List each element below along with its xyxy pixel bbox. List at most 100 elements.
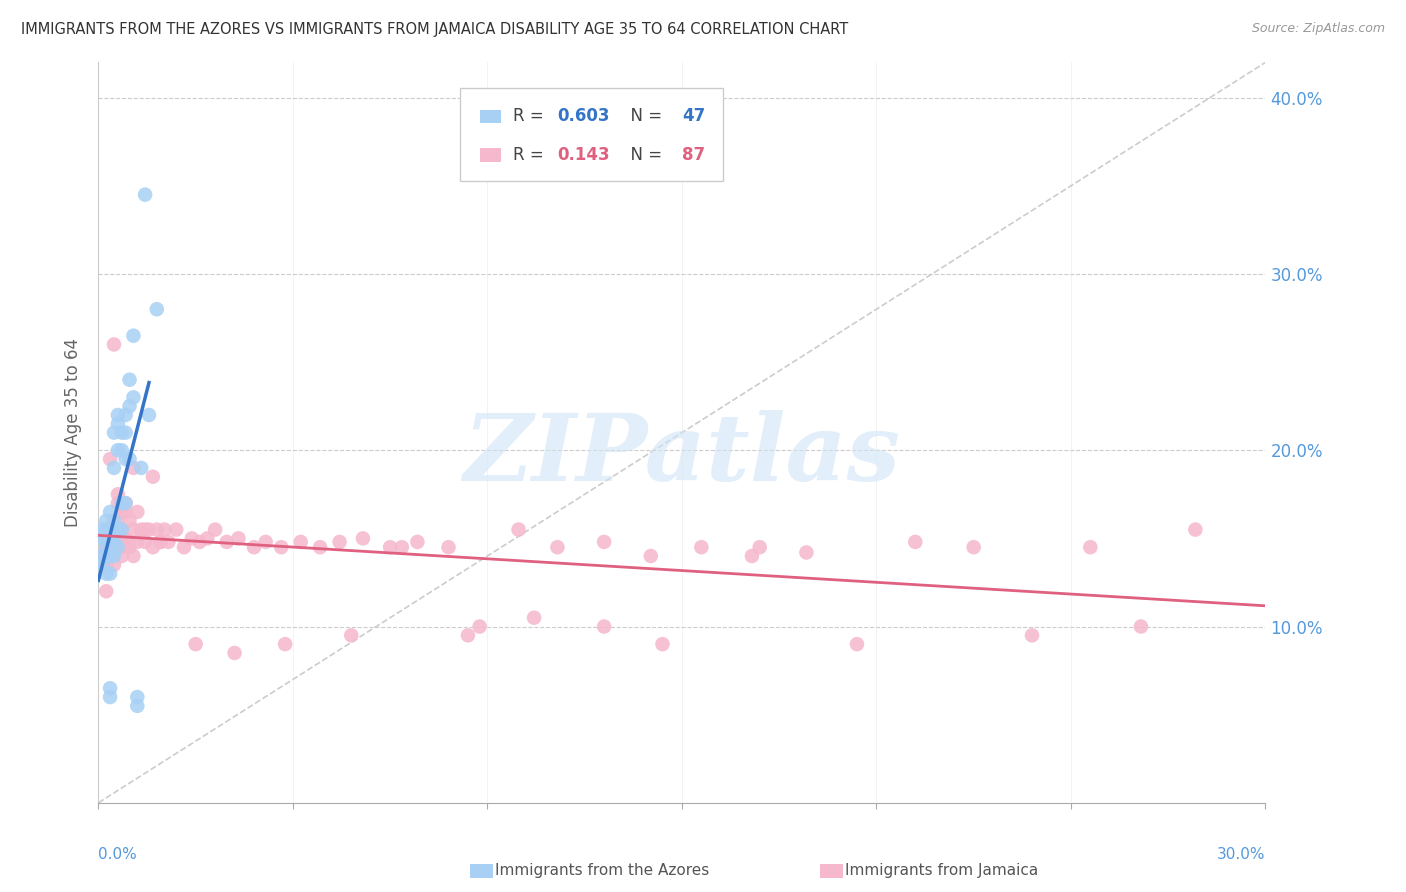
Point bbox=[103, 549, 125, 563]
Point bbox=[340, 628, 363, 642]
Point bbox=[309, 540, 332, 554]
Point bbox=[122, 523, 145, 537]
Point bbox=[98, 690, 121, 704]
Point bbox=[127, 535, 149, 549]
Point bbox=[437, 540, 460, 554]
Point bbox=[114, 496, 136, 510]
Point bbox=[98, 523, 121, 537]
Point bbox=[98, 566, 121, 581]
Point bbox=[142, 469, 165, 483]
Point bbox=[904, 535, 927, 549]
Point bbox=[270, 540, 292, 554]
Point bbox=[523, 610, 546, 624]
Point bbox=[103, 535, 125, 549]
Point bbox=[107, 408, 129, 422]
Point bbox=[352, 532, 374, 546]
Point bbox=[149, 535, 172, 549]
Point bbox=[195, 532, 218, 546]
Point bbox=[188, 535, 211, 549]
FancyBboxPatch shape bbox=[479, 148, 501, 161]
Point bbox=[546, 540, 568, 554]
Point bbox=[98, 681, 121, 696]
Point bbox=[748, 540, 770, 554]
Point bbox=[91, 558, 114, 572]
Point bbox=[157, 535, 180, 549]
Point bbox=[107, 487, 129, 501]
Point bbox=[103, 461, 125, 475]
Point bbox=[118, 399, 141, 413]
Point bbox=[107, 496, 129, 510]
Point bbox=[98, 523, 121, 537]
Point bbox=[107, 417, 129, 431]
Point bbox=[91, 549, 114, 563]
Point bbox=[98, 549, 121, 563]
Point bbox=[111, 496, 134, 510]
Point bbox=[103, 558, 125, 572]
Point bbox=[122, 390, 145, 404]
Text: Immigrants from Jamaica: Immigrants from Jamaica bbox=[845, 863, 1039, 879]
Point bbox=[1129, 619, 1152, 633]
Point bbox=[228, 532, 250, 546]
Point bbox=[153, 523, 176, 537]
Text: 47: 47 bbox=[682, 108, 706, 126]
Point bbox=[96, 514, 118, 528]
Point bbox=[103, 337, 125, 351]
Point bbox=[111, 523, 134, 537]
Point bbox=[96, 523, 118, 537]
Point bbox=[149, 535, 172, 549]
Point bbox=[96, 540, 118, 554]
Point bbox=[111, 549, 134, 563]
Point bbox=[103, 523, 125, 537]
Point bbox=[103, 514, 125, 528]
Point bbox=[91, 532, 114, 546]
Point bbox=[796, 545, 818, 559]
Point bbox=[107, 535, 129, 549]
Point bbox=[111, 443, 134, 458]
Point bbox=[114, 408, 136, 422]
Point bbox=[111, 540, 134, 554]
Point bbox=[122, 461, 145, 475]
Point bbox=[165, 523, 187, 537]
Y-axis label: Disability Age 35 to 64: Disability Age 35 to 64 bbox=[65, 338, 83, 527]
Text: R =: R = bbox=[513, 108, 548, 126]
Point bbox=[173, 540, 195, 554]
Point bbox=[224, 646, 246, 660]
Point bbox=[146, 523, 169, 537]
Point bbox=[1184, 523, 1206, 537]
Point bbox=[122, 549, 145, 563]
Point bbox=[215, 535, 238, 549]
Point bbox=[111, 523, 134, 537]
Text: ZIPatlas: ZIPatlas bbox=[464, 409, 900, 500]
Point bbox=[846, 637, 869, 651]
Point bbox=[114, 532, 136, 546]
Point bbox=[129, 461, 152, 475]
Point bbox=[406, 535, 429, 549]
Point bbox=[98, 505, 121, 519]
Point bbox=[391, 540, 413, 554]
Point bbox=[204, 523, 226, 537]
Point bbox=[114, 425, 136, 440]
Point bbox=[103, 523, 125, 537]
Point bbox=[274, 637, 297, 651]
Point bbox=[111, 505, 134, 519]
Point bbox=[1021, 628, 1043, 642]
Text: 87: 87 bbox=[682, 146, 704, 164]
FancyBboxPatch shape bbox=[470, 863, 494, 879]
Point bbox=[107, 514, 129, 528]
Point bbox=[107, 523, 129, 537]
Point bbox=[134, 535, 156, 549]
Text: Source: ZipAtlas.com: Source: ZipAtlas.com bbox=[1251, 22, 1385, 36]
Point bbox=[593, 619, 616, 633]
Point bbox=[290, 535, 312, 549]
Point bbox=[134, 523, 156, 537]
Text: IMMIGRANTS FROM THE AZORES VS IMMIGRANTS FROM JAMAICA DISABILITY AGE 35 TO 64 CO: IMMIGRANTS FROM THE AZORES VS IMMIGRANTS… bbox=[21, 22, 848, 37]
Point bbox=[103, 540, 125, 554]
Point bbox=[91, 523, 114, 537]
Point bbox=[243, 540, 266, 554]
Point bbox=[98, 549, 121, 563]
Point bbox=[127, 690, 149, 704]
Point bbox=[184, 637, 207, 651]
Point bbox=[118, 514, 141, 528]
Point bbox=[103, 532, 125, 546]
Text: 0.0%: 0.0% bbox=[98, 847, 138, 863]
